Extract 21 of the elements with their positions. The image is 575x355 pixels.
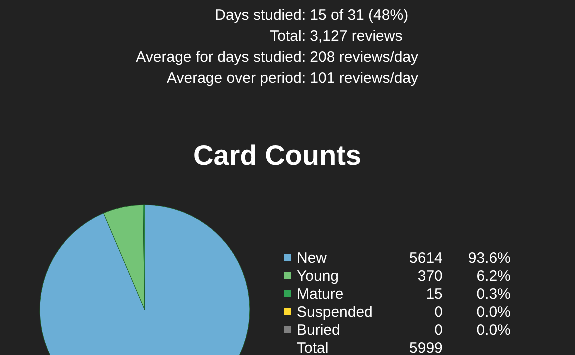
legend-label: Buried — [296, 322, 342, 340]
text: Average for days studied: 208 reviews/day — [135, 48, 419, 68]
data-label: 15 — [425, 286, 443, 304]
legend-label: New — [296, 250, 328, 268]
text: 0.3% — [476, 286, 511, 303]
text: 0 — [434, 322, 443, 339]
text: Days studied: 15 of 31 (48%) — [214, 6, 409, 26]
data-label: 5614 — [408, 250, 443, 268]
text: 93.6% — [468, 250, 511, 267]
text: 6.2% — [476, 268, 511, 285]
text: Total 5999 — [297, 340, 443, 355]
chart-title: Card Counts — [192, 140, 362, 172]
data-label: 370 — [416, 268, 443, 286]
text: Average over period: 101 reviews/day — [166, 69, 419, 89]
text: 0.0% — [476, 322, 511, 339]
text: Total: 3,127 reviews — [269, 27, 403, 47]
legend-label: Mature — [296, 286, 345, 304]
text: 0.0% — [476, 304, 511, 321]
legend-label: Suspended — [296, 304, 373, 322]
text: 0 — [434, 304, 443, 321]
legend-label: Young — [296, 268, 340, 286]
